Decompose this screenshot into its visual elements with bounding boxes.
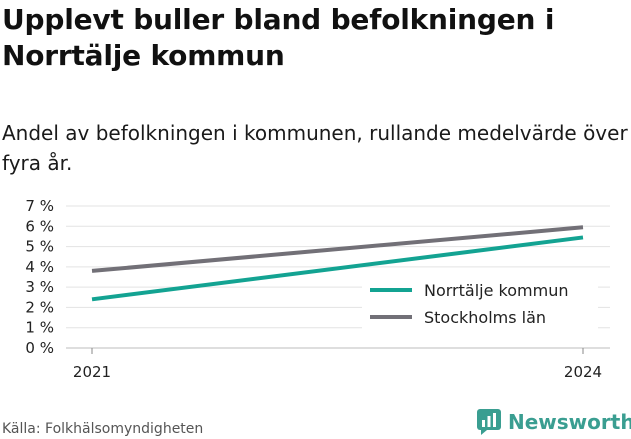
x-tick-label: 2021 bbox=[73, 363, 111, 381]
line-chart: 0 % 1 % 2 % 3 % 4 % 5 % 6 % 7 % 2021 2024 Norrtä… bbox=[25, 197, 610, 381]
y-tick-label: 0 % bbox=[25, 339, 54, 357]
legend-label: Norrtälje kommun bbox=[424, 281, 568, 300]
series-line bbox=[91, 225, 584, 273]
series-line bbox=[91, 235, 584, 302]
y-axis-ticks: 0 % 1 % 2 % 3 % 4 % 5 % 6 % 7 % bbox=[25, 197, 54, 357]
legend-label: Stockholms län bbox=[424, 308, 546, 327]
chart-title: Upplevt buller bland befolkningen i Norr… bbox=[2, 3, 555, 72]
legend: Norrtälje kommun Stockholms län bbox=[362, 276, 598, 334]
newsworthy-logo: Newsworthy bbox=[476, 408, 631, 436]
y-tick-label: 4 % bbox=[25, 258, 54, 276]
chart-subtitle: Andel av befolkningen i kommunen, rullan… bbox=[2, 121, 628, 175]
y-tick-label: 5 % bbox=[25, 238, 54, 256]
y-tick-label: 2 % bbox=[25, 298, 54, 316]
y-tick-label: 7 % bbox=[25, 197, 54, 215]
legend-background bbox=[362, 276, 598, 334]
series-lines bbox=[91, 225, 584, 302]
chart-bubble-icon bbox=[477, 409, 501, 435]
y-tick-label: 1 % bbox=[25, 319, 54, 337]
y-tick-label: 6 % bbox=[25, 217, 54, 235]
brand-name: Newsworthy bbox=[508, 410, 631, 434]
source-note: Källa: Folkhälsomyndigheten bbox=[2, 421, 204, 437]
x-tick-label: 2024 bbox=[564, 363, 602, 381]
y-tick-label: 3 % bbox=[25, 278, 54, 296]
x-axis-ticks: 2021 2024 bbox=[73, 348, 602, 381]
